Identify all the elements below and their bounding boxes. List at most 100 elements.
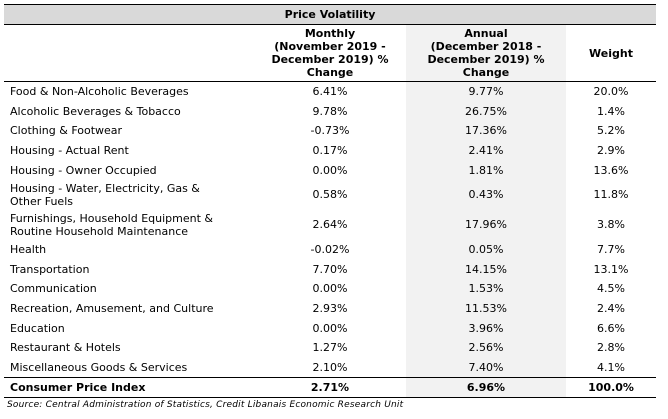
row-category: Education xyxy=(4,318,254,338)
row-weight-value: 13.6% xyxy=(593,163,629,177)
row-weight-value: 4.5% xyxy=(597,282,625,296)
row-annual-value: 1.81% xyxy=(406,160,566,180)
row-monthly-value: 6.41% xyxy=(312,85,348,99)
total-row: Consumer Price Index 2.71% 6.96% 100.0% xyxy=(4,377,657,399)
row-category: Transportation xyxy=(4,260,254,280)
row-category-line: Recreation, Amusement, and Culture xyxy=(10,302,214,316)
row-category: Restaurant & Hotels xyxy=(4,338,254,358)
row-monthly-value: 0.58% xyxy=(312,188,348,202)
table-row: Clothing & Footwear -0.73% 17.36% 5.2% xyxy=(4,121,656,141)
row-annual-value: 14.15% xyxy=(406,259,566,280)
table-body: Food & Non-Alcoholic Beverages 6.41% 9.77%… xyxy=(4,81,656,378)
annual-header-line: December 2019) % xyxy=(427,53,545,66)
row-weight-value: 2.9% xyxy=(597,144,625,158)
row-category-line: Education xyxy=(10,321,65,335)
row-category: Housing - Owner Occupied xyxy=(4,160,254,180)
row-weight-value: 3.8% xyxy=(597,218,625,232)
row-annual-value: 17.36% xyxy=(406,121,566,141)
table-row: Transportation 7.70% 14.15% 13.1% xyxy=(4,259,656,280)
row-monthly-value: 2.10% xyxy=(312,360,348,374)
row-monthly-value: -0.73% xyxy=(310,124,350,138)
monthly-header-line: Monthly xyxy=(304,27,356,40)
monthly-header-line: Change xyxy=(306,66,354,79)
row-category-line: Other Fuels xyxy=(10,194,73,208)
monthly-header-line: December 2019) % xyxy=(271,53,389,66)
row-monthly-value: 9.78% xyxy=(312,104,348,118)
row-category-line: Alcoholic Beverages & Tobacco xyxy=(10,104,181,118)
total-monthly-value: 2.71% xyxy=(254,377,406,399)
row-weight-value: 2.4% xyxy=(597,302,625,316)
total-label: Consumer Price Index xyxy=(4,377,254,399)
row-annual-value: 0.43% xyxy=(406,179,566,210)
row-category-line: Housing - Actual Rent xyxy=(10,144,129,158)
row-category: Furnishings, Household Equipment & Routin… xyxy=(4,210,254,240)
row-weight-value: 2.8% xyxy=(597,341,625,355)
row-weight-value: 4.1% xyxy=(597,360,625,374)
row-annual-value: 26.75% xyxy=(406,101,566,122)
table-row: Housing - Actual Rent 0.17% 2.41% 2.9% xyxy=(4,140,656,161)
row-category: Clothing & Footwear xyxy=(4,121,254,141)
row-annual-value: 1.53% xyxy=(406,279,566,299)
table-row: Housing - Water, Electricity, Gas & Other… xyxy=(4,179,656,210)
category-header xyxy=(4,24,254,82)
row-annual-value: 7.40% xyxy=(406,357,566,378)
monthly-header-line: (November 2019 - xyxy=(274,40,386,53)
row-weight-value: 5.2% xyxy=(597,124,625,138)
row-category: Recreation, Amusement, and Culture xyxy=(4,299,254,319)
table-row: Health -0.02% 0.05% 7.7% xyxy=(4,239,656,260)
table-row: Communication 0.00% 1.53% 4.5% xyxy=(4,279,656,299)
row-category-line: Health xyxy=(10,243,47,257)
row-monthly-value: 0.17% xyxy=(312,144,348,158)
row-category-line: Transportation xyxy=(10,262,90,276)
table-row: Recreation, Amusement, and Culture 2.93% 1… xyxy=(4,298,656,319)
row-category-line: Routine Household Maintenance xyxy=(10,224,189,238)
row-monthly-value: -0.02% xyxy=(310,243,350,257)
row-category-line: Restaurant & Hotels xyxy=(10,341,121,355)
row-monthly-value: 0.00% xyxy=(312,282,348,296)
table-row: Housing - Owner Occupied 0.00% 1.81% 13.6% xyxy=(4,160,656,180)
row-annual-value: 3.96% xyxy=(406,318,566,338)
row-category-line: Housing - Owner Occupied xyxy=(10,163,157,177)
table-title: Price Volatility xyxy=(4,4,657,25)
row-weight-value: 6.6% xyxy=(597,321,625,335)
table-row: Education 0.00% 3.96% 6.6% xyxy=(4,318,656,338)
table-title-row: Price Volatility xyxy=(4,4,657,25)
row-category-line: Miscellaneous Goods & Services xyxy=(10,360,188,374)
row-category-line: Furnishings, Household Equipment & xyxy=(10,211,213,225)
row-category-line: Clothing & Footwear xyxy=(10,124,123,138)
annual-change-header: Annual (December 2018 - December 2019) %… xyxy=(406,24,566,82)
row-monthly-value: 2.93% xyxy=(312,302,348,316)
table-row: Miscellaneous Goods & Services 2.10% 7.40%… xyxy=(4,357,656,378)
row-annual-value: 17.96% xyxy=(406,209,566,240)
row-weight-value: 20.0% xyxy=(593,85,629,99)
row-monthly-value: 0.00% xyxy=(312,163,348,177)
weight-header: Weight xyxy=(566,24,657,82)
row-monthly-value: 7.70% xyxy=(312,262,348,276)
row-category: Communication xyxy=(4,279,254,299)
row-annual-value: 9.77% xyxy=(406,81,566,102)
row-category: Health xyxy=(4,240,254,260)
row-weight-value: 13.1% xyxy=(593,262,629,276)
annual-header-line: (December 2018 - xyxy=(430,40,542,53)
row-category: Housing - Water, Electricity, Gas & Other… xyxy=(4,180,254,210)
table-row: Food & Non-Alcoholic Beverages 6.41% 9.77%… xyxy=(4,81,656,102)
total-annual-value: 6.96% xyxy=(406,377,566,399)
row-category: Miscellaneous Goods & Services xyxy=(4,358,254,378)
column-header-row: Monthly (November 2019 - December 2019) … xyxy=(4,24,657,82)
source-note: Source: Central Administration of Statis… xyxy=(7,400,404,410)
row-annual-value: 2.41% xyxy=(406,140,566,161)
annual-header-line: Annual xyxy=(464,27,508,40)
row-monthly-value: 1.27% xyxy=(312,341,348,355)
row-annual-value: 2.56% xyxy=(406,337,566,358)
row-annual-value: 11.53% xyxy=(406,298,566,319)
table-row: Alcoholic Beverages & Tobacco 9.78% 26.75%… xyxy=(4,101,656,122)
row-monthly-value: 2.64% xyxy=(312,218,348,232)
price-volatility-table-container: Price Volatility Monthly (November 2019 … xyxy=(4,4,657,399)
price-volatility-table: Price Volatility Monthly (November 2019 … xyxy=(4,4,657,399)
row-category: Housing - Actual Rent xyxy=(4,141,254,161)
total-weight-value: 100.0% xyxy=(566,377,657,399)
row-category-line: Communication xyxy=(10,282,97,296)
row-category-line: Food & Non-Alcoholic Beverages xyxy=(10,85,189,99)
row-monthly-value: 0.00% xyxy=(312,321,348,335)
row-weight-value: 1.4% xyxy=(597,104,625,118)
